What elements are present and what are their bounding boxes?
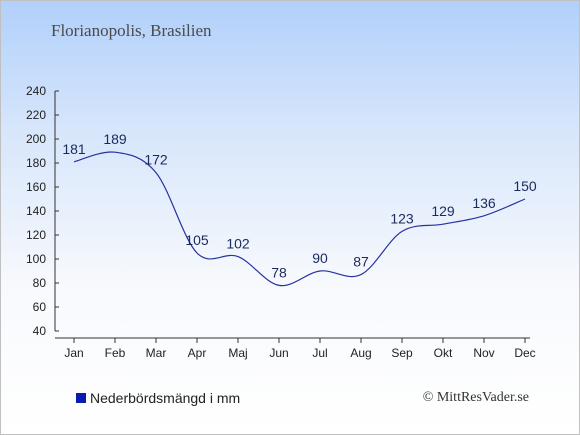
x-tick-label: Dec — [514, 346, 535, 360]
y-tick-label: 40 — [33, 324, 47, 338]
data-label: 150 — [513, 178, 537, 194]
x-tick-label: Jun — [269, 346, 288, 360]
x-tick-label: Aug — [350, 346, 371, 360]
y-tick-label: 120 — [26, 228, 46, 242]
data-label: 181 — [62, 141, 86, 157]
y-tick-label: 200 — [26, 132, 46, 146]
precipitation-series-line — [73, 151, 526, 287]
y-tick-label: 80 — [33, 276, 47, 290]
data-label: 172 — [144, 152, 168, 168]
legend-swatch — [76, 393, 86, 403]
data-label: 102 — [226, 236, 250, 252]
data-label: 105 — [185, 232, 209, 248]
y-tick-label: 140 — [26, 204, 46, 218]
x-tick-label: Mar — [146, 346, 167, 360]
x-tick-label: Sep — [391, 346, 413, 360]
data-label: 87 — [353, 254, 369, 270]
x-tick-label: Maj — [228, 346, 247, 360]
legend-label: Nederbördsmängd i mm — [90, 390, 241, 406]
x-tick-label: Okt — [434, 346, 453, 360]
chart-title: Florianopolis, Brasilien — [51, 21, 212, 40]
data-label: 123 — [390, 210, 414, 226]
x-tick-label: Feb — [105, 346, 126, 360]
credit-text: © MittResVader.se — [422, 390, 529, 405]
y-tick-label: 220 — [26, 108, 46, 122]
x-tick-label: Nov — [473, 346, 494, 360]
x-tick-label: Jul — [312, 346, 327, 360]
x-tick-label: Jan — [64, 346, 83, 360]
y-tick-label: 180 — [26, 156, 46, 170]
chart-legend: Nederbördsmängd i mm — [76, 390, 240, 406]
y-tick-label: 160 — [26, 180, 46, 194]
x-tick-label: Apr — [188, 346, 207, 360]
y-tick-label: 60 — [33, 300, 47, 314]
y-tick-label: 100 — [26, 252, 46, 266]
data-label: 90 — [312, 250, 328, 266]
data-label: 78 — [271, 264, 287, 280]
data-label: 129 — [431, 203, 455, 219]
y-tick-label: 240 — [26, 84, 46, 98]
data-label: 136 — [472, 195, 496, 211]
data-label: 189 — [103, 131, 127, 147]
